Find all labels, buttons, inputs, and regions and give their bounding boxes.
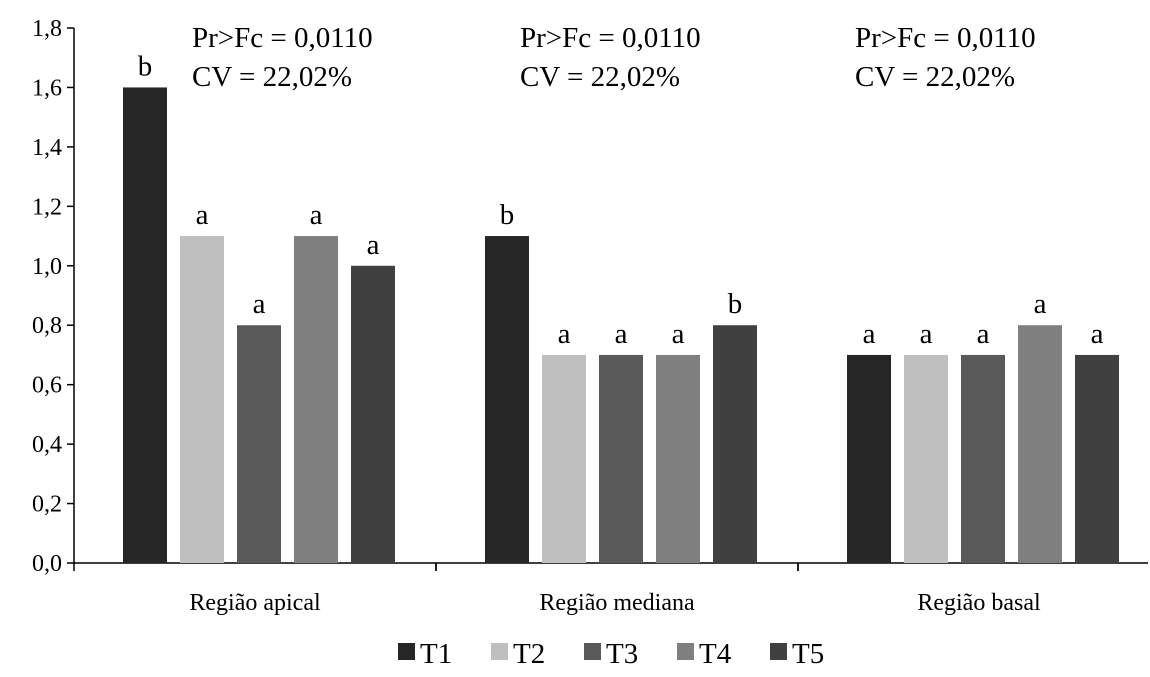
y-tick-label: 0,4 bbox=[32, 432, 62, 458]
bar-t2 bbox=[180, 236, 224, 564]
significance-letter: a bbox=[367, 229, 380, 261]
bar-t5 bbox=[1075, 354, 1119, 563]
y-tick-label: 0,8 bbox=[32, 313, 62, 339]
significance-letter: a bbox=[253, 288, 266, 320]
y-tick-label: 1,2 bbox=[32, 194, 62, 220]
significance-letter: a bbox=[310, 199, 323, 231]
legend-swatch-t4 bbox=[677, 643, 694, 660]
legend-swatch-t3 bbox=[584, 643, 601, 660]
significance-letter: a bbox=[1034, 288, 1047, 320]
bars bbox=[123, 87, 1119, 564]
bar-t4 bbox=[656, 354, 700, 563]
legend-swatch-t2 bbox=[491, 643, 508, 660]
cv-annotation: CV = 22,02% bbox=[520, 61, 680, 93]
significance-letters: b a a a a b a a a b a a a a a bbox=[138, 50, 1104, 350]
bar-t3 bbox=[599, 354, 643, 563]
significance-letter: a bbox=[615, 318, 628, 350]
significance-letter: b bbox=[500, 199, 515, 231]
legend-label-t4: T4 bbox=[699, 638, 732, 670]
legend-label-t1: T1 bbox=[420, 638, 452, 670]
y-tick-label: 1,0 bbox=[32, 254, 62, 280]
significance-letter: b bbox=[728, 288, 743, 320]
significance-letter: a bbox=[920, 318, 933, 350]
bar-t2 bbox=[904, 354, 948, 563]
legend-swatch-t5 bbox=[770, 643, 787, 660]
pr-fc-annotation: Pr>Fc = 0,0110 bbox=[520, 22, 701, 54]
significance-letter: a bbox=[1091, 318, 1104, 350]
x-axis: Região apical Região mediana Região basal bbox=[73, 562, 1148, 616]
legend-label-t5: T5 bbox=[792, 638, 824, 670]
pr-fc-annotation: Pr>Fc = 0,0110 bbox=[855, 22, 1036, 54]
legend-label-t2: T2 bbox=[513, 638, 545, 670]
significance-letter: a bbox=[863, 318, 876, 350]
y-axis: 0,0 0,2 0,4 0,6 0,8 1,0 1,2 1,4 1,6 1,8 bbox=[32, 16, 75, 577]
y-tick-label: 0,2 bbox=[32, 492, 62, 518]
y-tick-label: 1,8 bbox=[32, 16, 62, 42]
bar-t3 bbox=[237, 325, 281, 563]
cv-annotation: CV = 22,02% bbox=[192, 61, 352, 93]
y-tick-label: 0,0 bbox=[32, 551, 62, 577]
legend-label-t3: T3 bbox=[606, 638, 638, 670]
legend: T1 T2 T3 T4 T5 bbox=[398, 638, 824, 670]
significance-letter: a bbox=[558, 318, 571, 350]
y-tick-label: 1,4 bbox=[32, 135, 62, 161]
x-category-label: Região basal bbox=[917, 590, 1041, 616]
cv-annotation: CV = 22,02% bbox=[855, 61, 1015, 93]
bar-t5 bbox=[351, 265, 395, 563]
bar-t4 bbox=[294, 236, 338, 564]
significance-letter: a bbox=[672, 318, 685, 350]
x-category-label: Região apical bbox=[189, 590, 321, 616]
bar-t2 bbox=[542, 354, 586, 563]
bar-t4 bbox=[1018, 325, 1062, 563]
bar-t5 bbox=[713, 325, 757, 563]
y-tick-label: 1,6 bbox=[32, 75, 62, 101]
bar-t1 bbox=[123, 87, 167, 563]
bar-t1 bbox=[485, 236, 529, 564]
significance-letter: a bbox=[977, 318, 990, 350]
bar-t3 bbox=[961, 354, 1005, 563]
pr-fc-annotation: Pr>Fc = 0,0110 bbox=[192, 22, 373, 54]
significance-letter: a bbox=[196, 199, 209, 231]
legend-swatch-t1 bbox=[398, 643, 415, 660]
significance-letter: b bbox=[138, 50, 153, 82]
y-tick-label: 0,6 bbox=[32, 373, 62, 399]
stat-annotations: Pr>Fc = 0,0110 CV = 22,02% Pr>Fc = 0,0110 C… bbox=[192, 22, 1036, 93]
x-category-label: Região mediana bbox=[539, 590, 695, 616]
bar-t1 bbox=[847, 354, 891, 563]
